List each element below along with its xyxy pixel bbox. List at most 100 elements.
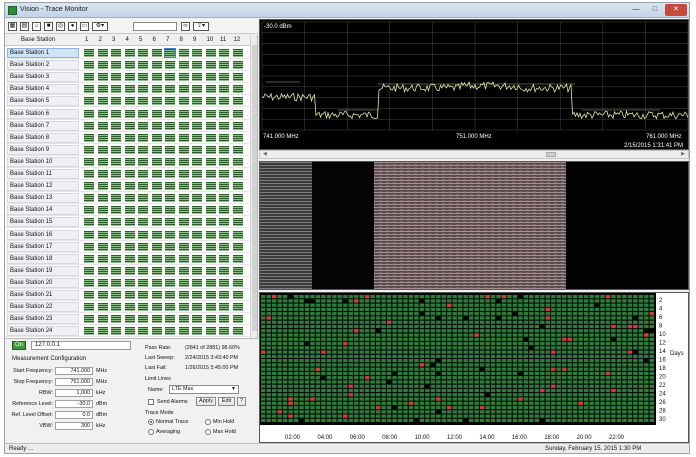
- station-row[interactable]: Base Station 10: [5, 156, 250, 168]
- channel-cell[interactable]: [111, 278, 121, 287]
- channel-cell[interactable]: [178, 254, 189, 263]
- pass-fail-heatmap[interactable]: 02:00 04:00 06:00 08:00 10:00 12:00 14:00 16:00…: [259, 292, 689, 443]
- station-name[interactable]: Base Station 4: [7, 84, 79, 95]
- channel-cell[interactable]: [97, 109, 108, 118]
- channel-cell[interactable]: [97, 278, 108, 287]
- channel-cell[interactable]: [219, 278, 229, 287]
- channel-cell[interactable]: [205, 170, 216, 178]
- station-name[interactable]: Base Station 18: [7, 253, 79, 264]
- limit-name-select[interactable]: LTE Max. ▼: [169, 385, 239, 394]
- station-row[interactable]: Base Station 7: [5, 120, 250, 132]
- channel-cell[interactable]: [124, 73, 135, 82]
- channel-cell[interactable]: [232, 266, 243, 275]
- channel-cell[interactable]: [205, 278, 216, 287]
- channel-cell[interactable]: [151, 85, 162, 94]
- channel-cell[interactable]: [192, 73, 202, 82]
- channel-cell[interactable]: [205, 291, 216, 299]
- scroll-right-icon[interactable]: ▶: [681, 151, 685, 157]
- channel-cell[interactable]: [97, 61, 108, 70]
- channel-cell[interactable]: [138, 145, 148, 154]
- channel-cell[interactable]: [205, 97, 216, 106]
- averaging-radio[interactable]: [148, 429, 154, 435]
- channel-cell[interactable]: [111, 133, 121, 142]
- channel-cell[interactable]: [124, 97, 135, 106]
- channel-cell[interactable]: [219, 315, 229, 324]
- station-name[interactable]: Base Station 9: [7, 144, 79, 155]
- channel-cell[interactable]: [178, 182, 189, 191]
- send-alarms-checkbox[interactable]: [148, 399, 154, 405]
- channel-cell[interactable]: [192, 230, 202, 239]
- station-name[interactable]: Base Station 6: [7, 108, 79, 119]
- channel-cell[interactable]: [151, 121, 162, 130]
- channel-cell[interactable]: [232, 109, 243, 118]
- channel-cell[interactable]: [111, 291, 121, 299]
- station-row[interactable]: Base Station 22: [5, 301, 250, 314]
- station-name[interactable]: Base Station 20: [7, 277, 79, 288]
- channel-cell[interactable]: [124, 145, 135, 154]
- station-name[interactable]: Base Station 24: [7, 326, 79, 337]
- channel-cell[interactable]: [205, 218, 216, 227]
- channel-cell[interactable]: [192, 206, 202, 215]
- channel-cell[interactable]: [97, 327, 108, 336]
- channel-cell[interactable]: [178, 242, 189, 251]
- channel-cell[interactable]: [151, 230, 162, 239]
- column-header-3[interactable]: 3: [112, 37, 116, 43]
- channel-cell[interactable]: [232, 230, 243, 239]
- channel-cell[interactable]: [124, 230, 135, 239]
- channel-cell[interactable]: [124, 266, 135, 275]
- channel-cell[interactable]: [124, 61, 135, 70]
- channel-cell[interactable]: [178, 85, 189, 94]
- column-header-8[interactable]: 8: [179, 37, 183, 43]
- channel-cell[interactable]: [164, 48, 176, 58]
- channel-cell[interactable]: [232, 291, 243, 299]
- channel-cell[interactable]: [138, 291, 148, 299]
- channel-cell[interactable]: [151, 73, 162, 82]
- channel-cell[interactable]: [192, 97, 202, 106]
- channel-cell[interactable]: [111, 157, 121, 166]
- channel-cell[interactable]: [111, 218, 121, 227]
- channel-cell[interactable]: [205, 61, 216, 70]
- channel-cell[interactable]: [232, 73, 243, 82]
- channel-cell[interactable]: [205, 182, 216, 191]
- table-view-icon[interactable]: ▤: [20, 22, 29, 31]
- station-row[interactable]: Base Station 11: [5, 168, 250, 180]
- channel-cell[interactable]: [232, 145, 243, 154]
- channel-cell[interactable]: [219, 145, 229, 154]
- channel-cell[interactable]: [232, 61, 243, 70]
- channel-cell[interactable]: [138, 170, 148, 178]
- channel-cell[interactable]: [97, 73, 108, 82]
- channel-cell[interactable]: [151, 218, 162, 227]
- channel-cell[interactable]: [192, 157, 202, 166]
- channel-cell[interactable]: [178, 291, 189, 299]
- station-row[interactable]: Base Station 4: [5, 83, 250, 96]
- channel-cell[interactable]: [178, 327, 189, 336]
- channel-cell[interactable]: [151, 278, 162, 287]
- channel-cell[interactable]: [97, 218, 108, 227]
- channel-cell[interactable]: [192, 49, 202, 57]
- station-row[interactable]: Base Station 2: [5, 59, 250, 72]
- channel-cell[interactable]: [205, 73, 216, 82]
- channel-cell[interactable]: [97, 170, 108, 178]
- channel-cell[interactable]: [219, 133, 229, 142]
- channel-cell[interactable]: [165, 170, 175, 178]
- channel-cell[interactable]: [124, 206, 135, 215]
- channel-cell[interactable]: [219, 206, 229, 215]
- channel-cell[interactable]: [219, 121, 229, 130]
- channel-cell[interactable]: [232, 327, 243, 336]
- channel-cell[interactable]: [84, 145, 94, 154]
- channel-cell[interactable]: [84, 121, 94, 130]
- target-icon[interactable]: ◎: [56, 22, 65, 31]
- channel-cell[interactable]: [165, 218, 175, 227]
- station-row[interactable]: Base Station 12: [5, 180, 250, 193]
- channel-cell[interactable]: [165, 73, 175, 82]
- channel-cell[interactable]: [192, 61, 202, 70]
- channel-cell[interactable]: [151, 182, 162, 191]
- reference-level-field[interactable]: -30.0: [55, 400, 93, 408]
- channel-cell[interactable]: [205, 121, 216, 130]
- connect-toggle-button[interactable]: On: [12, 341, 26, 350]
- channel-cell[interactable]: [178, 315, 189, 324]
- channel-cell[interactable]: [84, 315, 94, 324]
- channel-cell[interactable]: [111, 303, 121, 312]
- channel-cell[interactable]: [178, 278, 189, 287]
- binoculars-icon[interactable]: ∞: [181, 22, 190, 31]
